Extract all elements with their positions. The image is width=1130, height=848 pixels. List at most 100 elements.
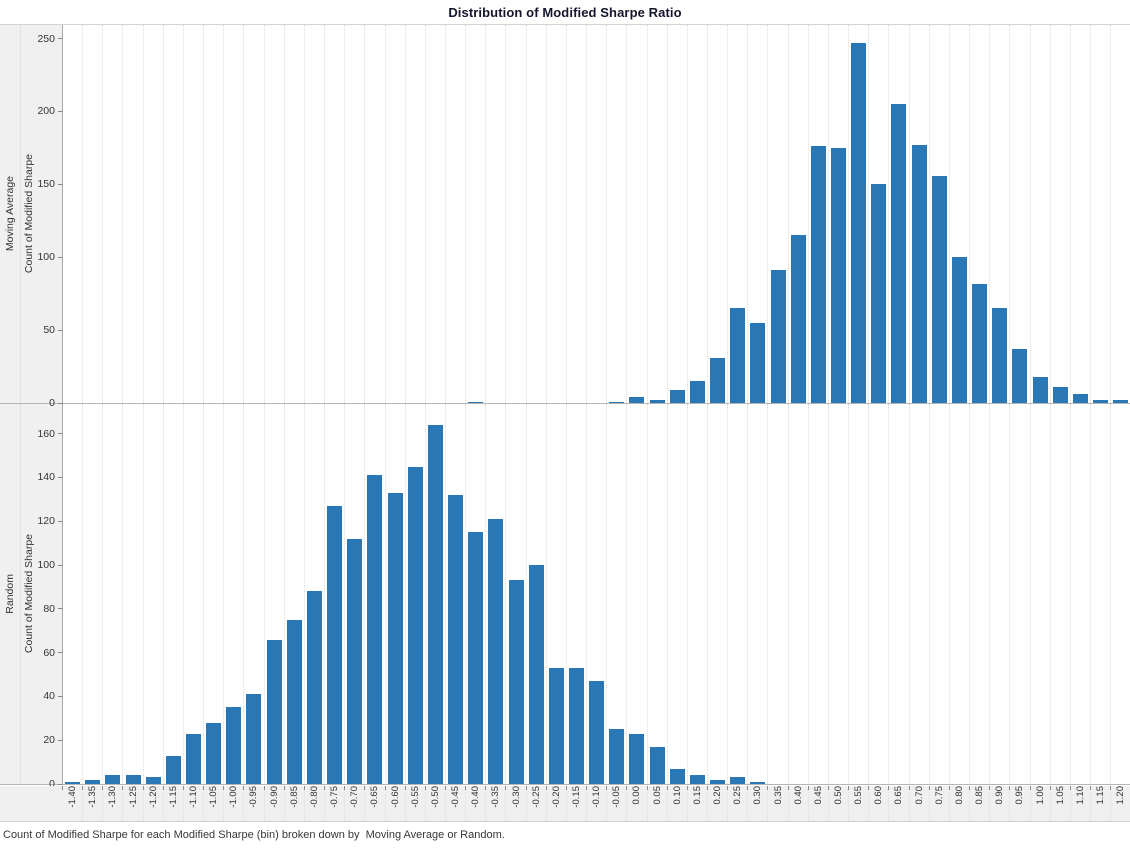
bar-moving-average-1.05[interactable] bbox=[1052, 387, 1068, 403]
bin-1.10 bbox=[1069, 25, 1090, 403]
bar-moving-average-0.40[interactable] bbox=[790, 235, 806, 403]
y-tick-100: 100 bbox=[37, 559, 63, 571]
bar-moving-average-0.55[interactable] bbox=[851, 42, 867, 403]
bin--0.35 bbox=[485, 25, 505, 403]
x-tick-1.10: 1.10 bbox=[1069, 786, 1090, 821]
bar-random--0.60[interactable] bbox=[387, 492, 403, 784]
bar-random-0.05[interactable] bbox=[649, 746, 665, 784]
bar-random--1.15[interactable] bbox=[165, 755, 181, 784]
bar-moving-average-0.15[interactable] bbox=[689, 381, 705, 403]
bar-random--0.20[interactable] bbox=[548, 667, 564, 784]
bar-random--1.20[interactable] bbox=[145, 777, 161, 784]
bar-random-0.20[interactable] bbox=[710, 779, 726, 784]
bar-moving-average-0.20[interactable] bbox=[710, 357, 726, 403]
bar-random-0.30[interactable] bbox=[750, 781, 766, 784]
bin--0.55 bbox=[404, 404, 425, 784]
bar-random--0.35[interactable] bbox=[488, 519, 504, 784]
bar-moving-average-0.95[interactable] bbox=[1012, 349, 1028, 403]
y-tick-100: 100 bbox=[37, 251, 63, 263]
bar-moving-average-0.10[interactable] bbox=[669, 389, 685, 403]
bin--1.30 bbox=[102, 404, 122, 784]
x-tick-1.05: 1.05 bbox=[1049, 786, 1070, 821]
bar-moving-average-0.30[interactable] bbox=[750, 322, 766, 403]
bar-moving-average-0.80[interactable] bbox=[951, 257, 967, 403]
x-tick--0.15: -0.15 bbox=[565, 786, 586, 821]
bar-random--0.55[interactable] bbox=[407, 466, 423, 784]
bar-random--0.95[interactable] bbox=[246, 694, 262, 784]
bar-moving-average-0.60[interactable] bbox=[871, 184, 887, 403]
bar-random--1.00[interactable] bbox=[226, 707, 242, 784]
bar-random--0.45[interactable] bbox=[448, 495, 464, 784]
bar-moving-average-1.00[interactable] bbox=[1032, 376, 1048, 403]
y-tick-200: 200 bbox=[37, 105, 63, 117]
bar-random--0.80[interactable] bbox=[306, 591, 322, 784]
bin--1.15 bbox=[162, 404, 183, 784]
bar-moving-average-0.75[interactable] bbox=[931, 175, 947, 403]
bar-random-0.25[interactable] bbox=[730, 777, 746, 784]
bar-random-0.00[interactable] bbox=[629, 733, 645, 784]
bar-moving-average-0.00[interactable] bbox=[629, 397, 645, 403]
bin--1.15 bbox=[162, 25, 183, 403]
row-label-column: Moving Average bbox=[0, 25, 20, 403]
bar-random--0.70[interactable] bbox=[347, 538, 363, 784]
bin--0.40 bbox=[465, 404, 485, 784]
bin-0.45 bbox=[807, 25, 828, 403]
bar-random--0.40[interactable] bbox=[468, 532, 484, 784]
bin-0.75 bbox=[928, 25, 949, 403]
bin-1.00 bbox=[1029, 25, 1050, 403]
bar-moving-average-0.45[interactable] bbox=[810, 146, 826, 403]
bar-moving-average-1.15[interactable] bbox=[1093, 400, 1109, 403]
bar-moving-average-0.25[interactable] bbox=[730, 308, 746, 403]
bar-random--1.05[interactable] bbox=[206, 722, 222, 784]
bar-moving-average-0.05[interactable] bbox=[649, 400, 665, 403]
plot-area-moving-average bbox=[63, 25, 1130, 403]
bin--1.25 bbox=[122, 404, 142, 784]
bar-moving-average-0.85[interactable] bbox=[972, 283, 988, 403]
bar-moving-average-0.65[interactable] bbox=[891, 104, 907, 403]
bar-moving-average--0.40[interactable] bbox=[468, 401, 484, 403]
bar-random--1.10[interactable] bbox=[186, 733, 202, 784]
bar-moving-average-0.70[interactable] bbox=[911, 145, 927, 403]
bin-0.25 bbox=[727, 404, 747, 784]
x-axis-labels: -1.40 -1.35 -1.30 -1.25 -1.20 -1.15 -1.10 -1.05… bbox=[62, 786, 1130, 821]
bar-moving-average--0.05[interactable] bbox=[609, 401, 625, 403]
x-tick-0.75: 0.75 bbox=[928, 786, 949, 821]
bar-random--1.40[interactable] bbox=[65, 781, 81, 784]
bin-0.00 bbox=[626, 25, 646, 403]
bar-random-0.15[interactable] bbox=[689, 775, 705, 784]
bin--0.05 bbox=[606, 25, 626, 403]
bar-random--0.05[interactable] bbox=[609, 729, 625, 784]
bar-random--1.30[interactable] bbox=[105, 775, 121, 784]
bin-0.65 bbox=[888, 404, 908, 784]
bar-moving-average-0.35[interactable] bbox=[770, 270, 786, 403]
chart-title-bar: Distribution of Modified Sharpe Ratio bbox=[0, 0, 1130, 25]
bar-moving-average-0.90[interactable] bbox=[992, 308, 1008, 403]
bar-random--0.65[interactable] bbox=[367, 475, 383, 784]
bar-random--1.25[interactable] bbox=[125, 775, 141, 784]
bar-moving-average-1.10[interactable] bbox=[1072, 394, 1088, 403]
bar-random--1.35[interactable] bbox=[85, 779, 101, 784]
bin-0.80 bbox=[948, 25, 969, 403]
bar-random--0.15[interactable] bbox=[568, 667, 584, 784]
x-tick-0.65: 0.65 bbox=[888, 786, 908, 821]
bar-random--0.50[interactable] bbox=[427, 424, 443, 784]
bar-random--0.85[interactable] bbox=[286, 619, 302, 784]
bar-random--0.10[interactable] bbox=[589, 681, 605, 784]
bar-random--0.25[interactable] bbox=[528, 565, 544, 784]
bar-random--0.75[interactable] bbox=[327, 505, 343, 784]
bin-1.20 bbox=[1110, 404, 1130, 784]
bin--1.40 bbox=[63, 25, 82, 403]
x-tick-0.00: 0.00 bbox=[626, 786, 646, 821]
x-tick-0.45: 0.45 bbox=[807, 786, 828, 821]
bar-random--0.30[interactable] bbox=[508, 580, 524, 784]
bin-0.20 bbox=[707, 25, 727, 403]
bin--0.25 bbox=[525, 404, 546, 784]
bar-moving-average-1.20[interactable] bbox=[1113, 400, 1129, 403]
bin-1.15 bbox=[1089, 25, 1110, 403]
bar-moving-average-0.50[interactable] bbox=[831, 147, 847, 403]
bar-random--0.90[interactable] bbox=[266, 639, 282, 784]
bin-0.45 bbox=[807, 404, 828, 784]
bin--1.20 bbox=[142, 404, 163, 784]
x-tick-0.20: 0.20 bbox=[707, 786, 727, 821]
bar-random-0.10[interactable] bbox=[669, 768, 685, 784]
